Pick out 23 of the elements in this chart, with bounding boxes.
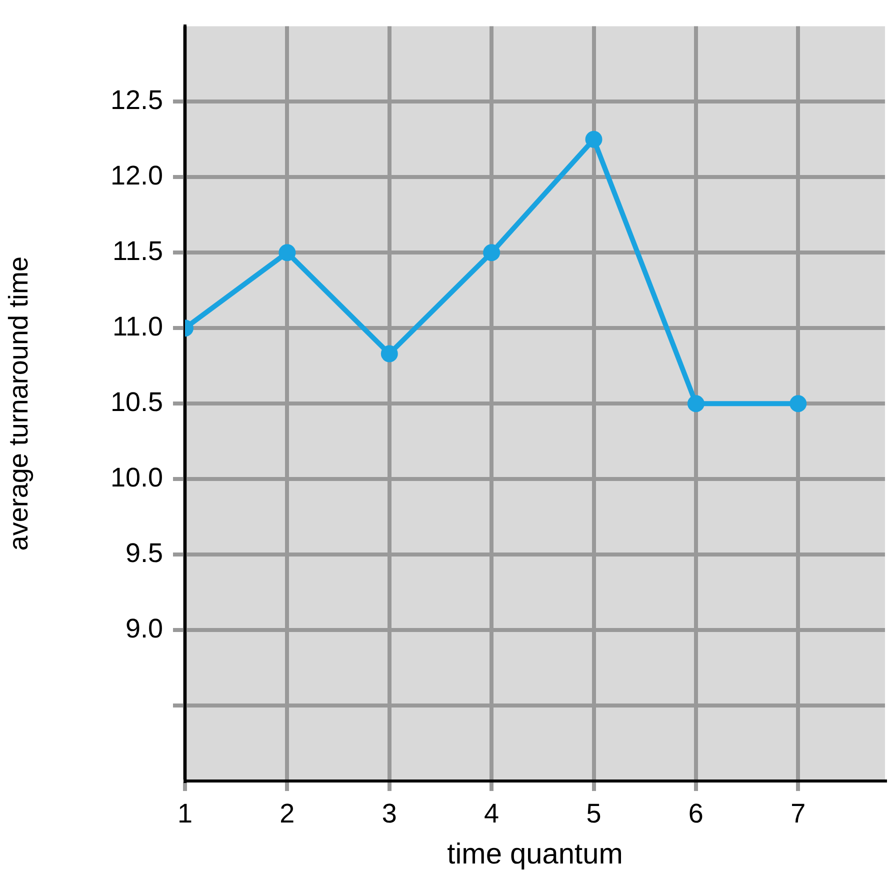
point <box>483 244 500 262</box>
x-tick-label: 2 <box>280 798 295 829</box>
x-tick-label: 4 <box>484 798 500 829</box>
x-axis-title: time quantum <box>447 838 623 871</box>
y-tick-label: 10.0 <box>110 462 163 493</box>
x-tick-label: 5 <box>586 798 602 829</box>
y-tick-label: 9.0 <box>125 613 163 644</box>
point <box>380 345 398 362</box>
y-tick-label: 10.5 <box>110 387 163 418</box>
y-tick-label: 11.5 <box>112 236 163 266</box>
point <box>790 395 807 412</box>
x-tick-label: 6 <box>688 798 704 829</box>
point <box>585 130 602 148</box>
x-tick-label: 1 <box>177 798 193 829</box>
y-axis-title: average turnaround time <box>4 256 34 551</box>
x-tick-label: 7 <box>790 798 806 829</box>
y-tick-label: 12.0 <box>110 160 163 191</box>
y-tick-label: 9.5 <box>125 538 163 568</box>
point <box>278 244 296 262</box>
y-tick-label: 12.5 <box>110 85 163 116</box>
y-tick-label: 11.0 <box>112 312 163 342</box>
x-tick-label: 3 <box>382 798 397 829</box>
point <box>687 395 704 412</box>
